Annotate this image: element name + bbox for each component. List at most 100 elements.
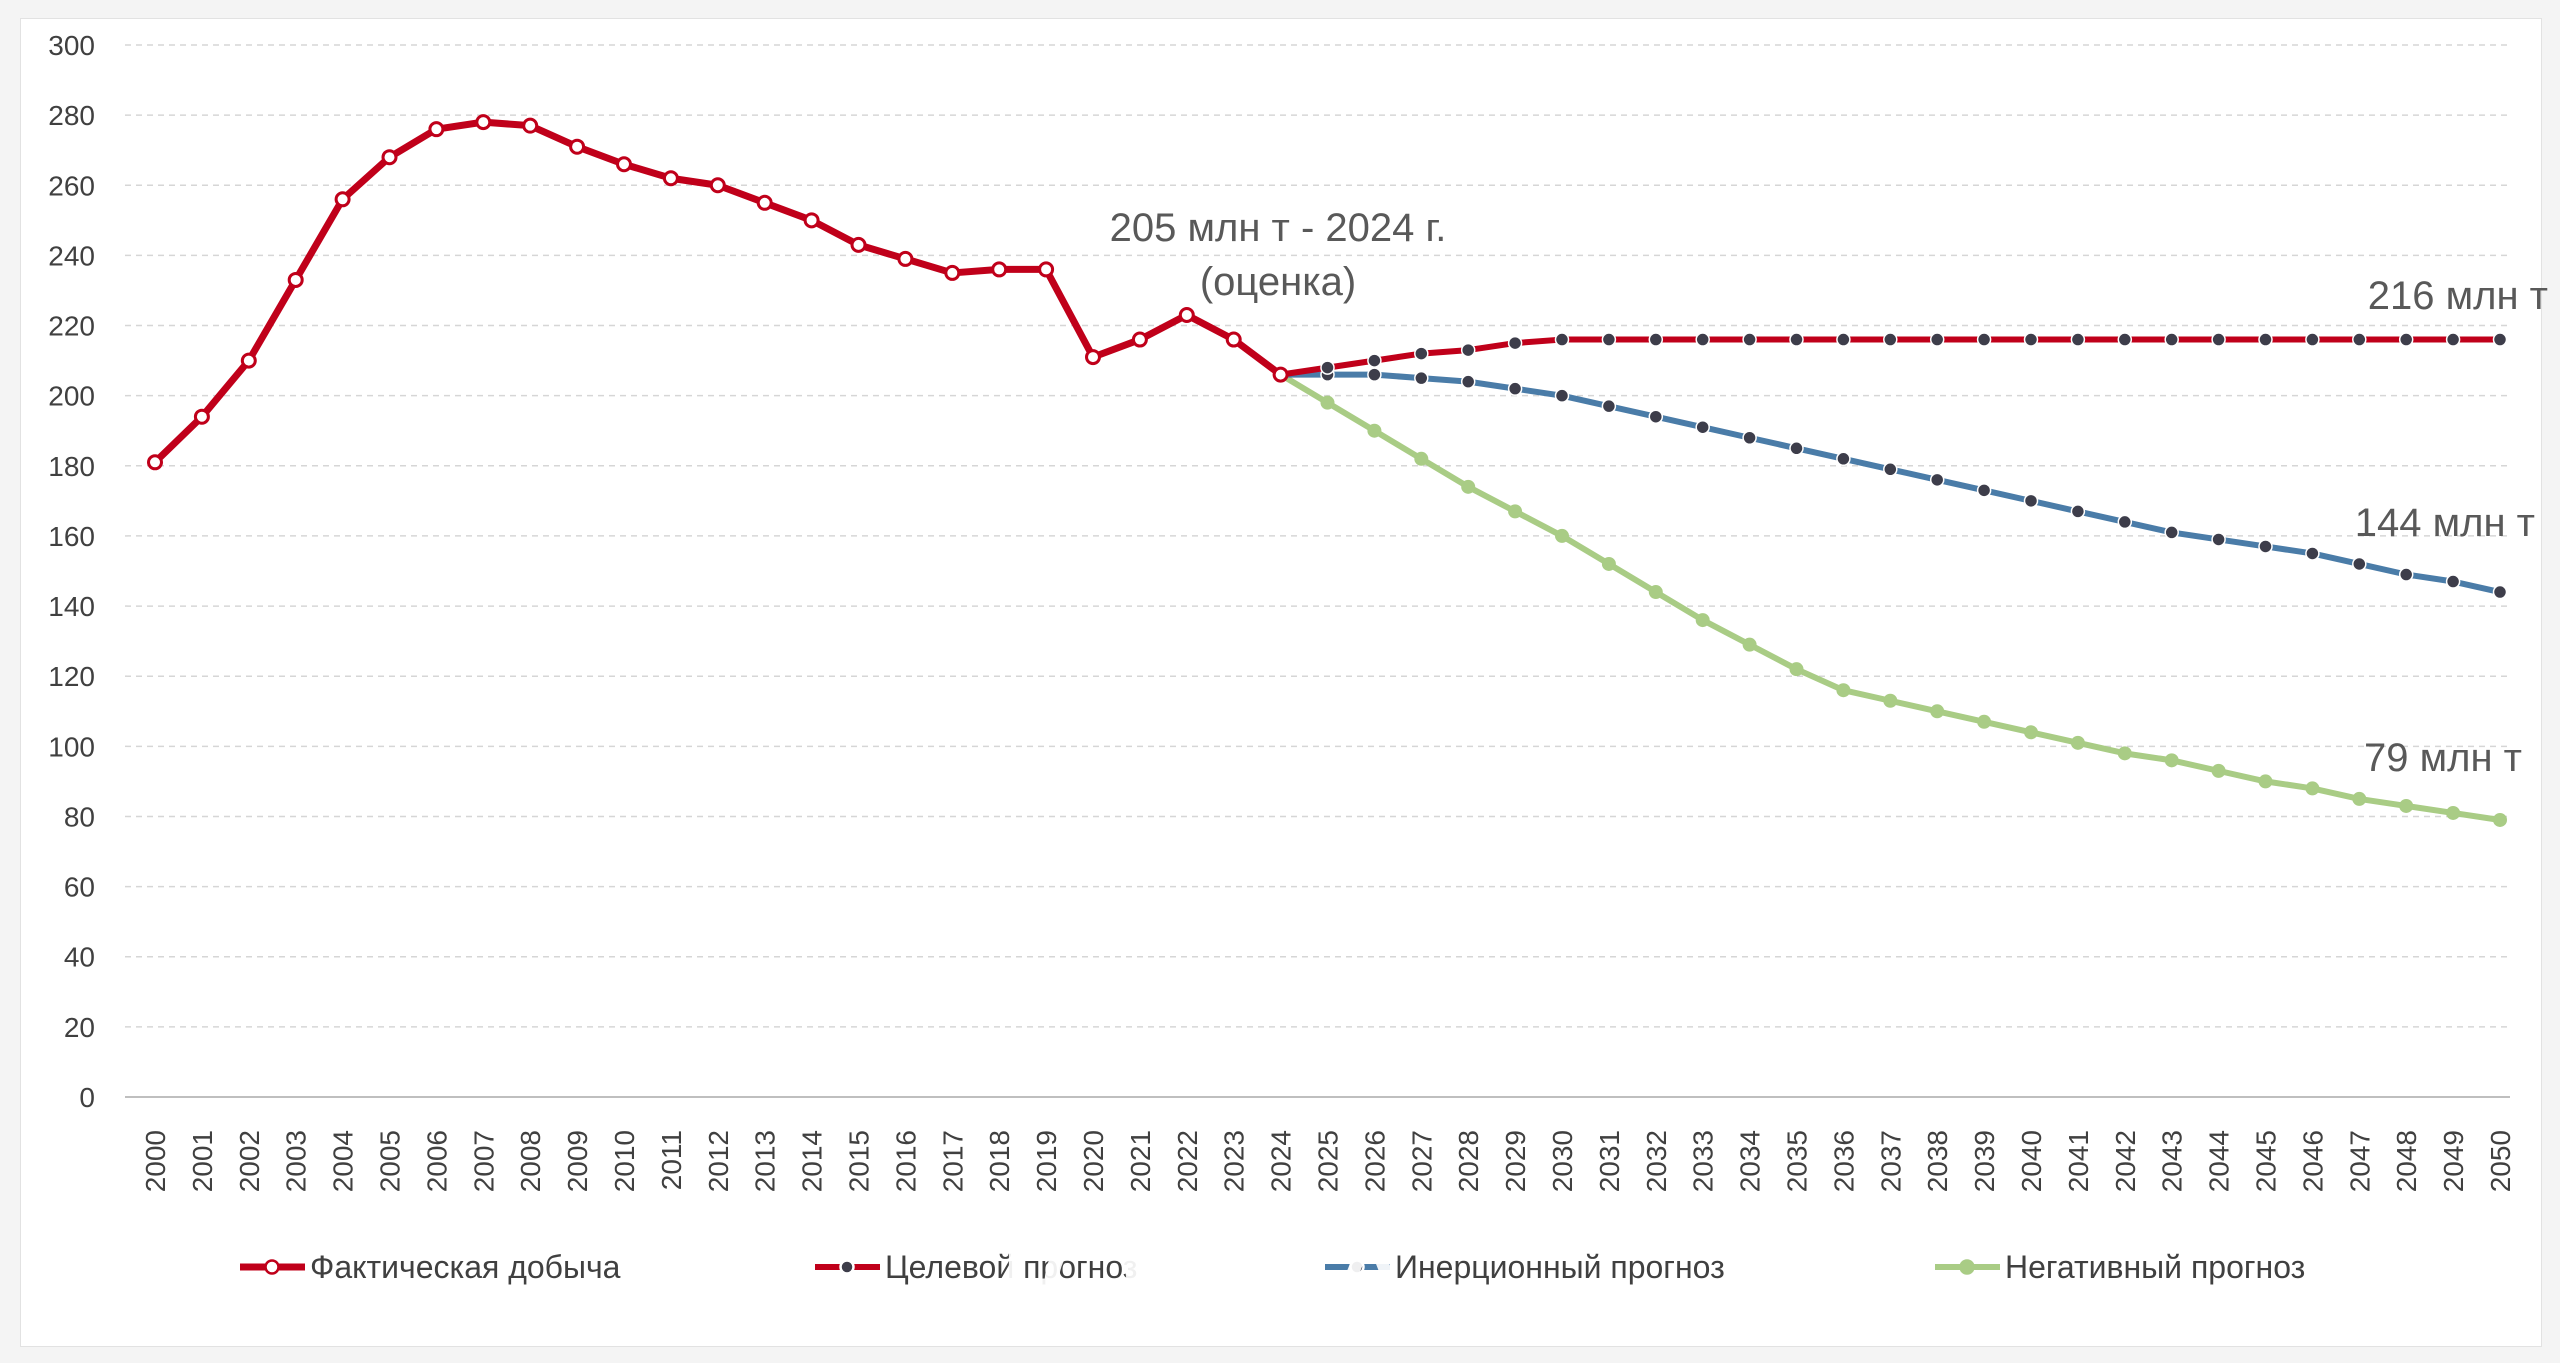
x-tick-label-2039: 2039 xyxy=(1969,1130,2000,1192)
series-0 xyxy=(147,114,1289,471)
legend-label-0: Фактическая добыча xyxy=(310,1249,621,1285)
data-point-0-2021 xyxy=(1131,331,1148,348)
annotation-estimate-line2: (оценка) xyxy=(1200,260,1356,304)
x-tick-label-2021: 2021 xyxy=(1125,1130,1156,1192)
data-point-2-2031 xyxy=(1601,398,1617,414)
x-tick-label-2002: 2002 xyxy=(234,1130,265,1192)
data-point-0-2015 xyxy=(850,236,867,253)
x-tick-label-2010: 2010 xyxy=(609,1130,640,1192)
y-tick-label-220: 220 xyxy=(48,311,95,342)
data-point-0-2001 xyxy=(193,408,210,425)
y-tick-label-280: 280 xyxy=(48,100,95,131)
x-tick-label-2047: 2047 xyxy=(2344,1130,2375,1192)
annotation-negative-end: 79 млн т xyxy=(2364,736,2522,780)
data-point-1-2035 xyxy=(1789,332,1804,347)
y-tick-label-300: 300 xyxy=(48,30,95,61)
legend-item-1: Целевой прогноз xyxy=(815,1249,1137,1285)
y-tick-label-80: 80 xyxy=(64,801,95,832)
data-point-3-2044 xyxy=(2211,763,2226,778)
data-point-0-2020 xyxy=(1085,349,1101,366)
legend-label-1: Целевой прогноз xyxy=(885,1249,1137,1285)
data-point-2-2026 xyxy=(1367,367,1382,382)
data-point-0-2000 xyxy=(147,454,163,471)
data-point-3-2030 xyxy=(1555,528,1569,543)
data-point-3-2040 xyxy=(2024,725,2038,740)
data-point-2-2030 xyxy=(1554,388,1570,403)
legend-item-3: Негативный прогноз xyxy=(1935,1249,2305,1285)
x-tick-label-2026: 2026 xyxy=(1359,1130,1390,1192)
data-point-1-2028 xyxy=(1460,342,1476,358)
data-point-0-2002 xyxy=(240,352,257,369)
x-tick-label-2036: 2036 xyxy=(1828,1130,1859,1192)
x-tick-label-2020: 2020 xyxy=(1078,1130,1109,1192)
x-tick-label-2009: 2009 xyxy=(562,1130,593,1192)
x-tick-label-2042: 2042 xyxy=(2110,1130,2141,1192)
x-tick-label-2003: 2003 xyxy=(281,1130,312,1192)
data-point-3-2047 xyxy=(2352,791,2367,806)
x-tick-label-2007: 2007 xyxy=(468,1130,499,1192)
data-point-1-2042 xyxy=(2117,332,2133,347)
data-point-1-2045 xyxy=(2258,332,2273,347)
legend-item-2: Инерционный прогноз xyxy=(1325,1249,1725,1285)
data-point-2-2029 xyxy=(1507,381,1523,396)
data-point-1-2040 xyxy=(2023,332,2039,347)
data-point-1-2034 xyxy=(1742,332,1757,347)
data-point-3-2038 xyxy=(1930,704,1945,719)
data-point-2-2042 xyxy=(2117,514,2133,530)
x-tick-label-2033: 2033 xyxy=(1688,1130,1719,1192)
x-tick-label-2000: 2000 xyxy=(140,1130,171,1192)
data-point-1-2041 xyxy=(2070,332,2086,347)
x-tick-label-2013: 2013 xyxy=(750,1130,781,1192)
legend-item-0: Фактическая добыча xyxy=(240,1249,621,1285)
data-point-3-2045 xyxy=(2258,774,2273,789)
data-point-3-2037 xyxy=(1883,693,1898,708)
data-point-1-2039 xyxy=(1976,332,1992,347)
data-point-1-2050 xyxy=(2492,332,2508,347)
data-point-1-2037 xyxy=(1883,332,1898,347)
data-point-1-2044 xyxy=(2211,332,2226,347)
data-point-2-2047 xyxy=(2352,556,2367,572)
annotation-target-end: 216 млн т xyxy=(2368,274,2548,318)
x-tick-label-2044: 2044 xyxy=(2204,1130,2235,1192)
data-point-3-2041 xyxy=(2070,735,2085,750)
y-tick-label-120: 120 xyxy=(48,661,95,692)
data-point-3-2033 xyxy=(1695,613,1710,628)
data-point-0-2019 xyxy=(1038,261,1055,278)
legend-marker-0 xyxy=(264,1259,280,1275)
data-point-3-2028 xyxy=(1461,479,1476,494)
data-point-1-2026 xyxy=(1367,353,1382,368)
data-point-3-2032 xyxy=(1648,585,1663,600)
x-tick-label-2005: 2005 xyxy=(375,1130,406,1192)
data-point-0-2010 xyxy=(616,156,632,173)
data-point-3-2025 xyxy=(1320,395,1335,410)
data-point-1-2030 xyxy=(1554,332,1570,347)
y-tick-label-60: 60 xyxy=(64,872,95,903)
y-tick-label-20: 20 xyxy=(64,1012,95,1043)
x-tick-label-2028: 2028 xyxy=(1453,1130,1484,1192)
x-tick-label-2015: 2015 xyxy=(844,1130,875,1192)
x-tick-label-2037: 2037 xyxy=(1875,1130,1906,1192)
x-tick-label-2043: 2043 xyxy=(2157,1130,2188,1192)
x-tick-label-2034: 2034 xyxy=(1735,1130,1766,1192)
x-tick-label-2011: 2011 xyxy=(656,1130,687,1190)
data-point-1-2036 xyxy=(1836,332,1851,347)
data-point-3-2036 xyxy=(1836,683,1851,698)
x-tick-label-2001: 2001 xyxy=(187,1130,218,1192)
x-tick-label-2019: 2019 xyxy=(1031,1130,1062,1192)
x-axis-ticks: 2000 2001 2002 2003 2004 2005 2006 2007 2008 2009… xyxy=(140,1130,2516,1192)
data-point-3-2042 xyxy=(2117,746,2132,761)
gridlines xyxy=(125,44,2510,1098)
x-tick-label-2006: 2006 xyxy=(421,1130,452,1192)
data-point-2-2049 xyxy=(2445,574,2461,589)
x-tick-label-2045: 2045 xyxy=(2251,1130,2282,1192)
data-point-0-2005 xyxy=(381,149,398,166)
data-point-2-2041 xyxy=(2070,504,2086,519)
x-tick-label-2014: 2014 xyxy=(797,1130,828,1192)
data-point-1-2032 xyxy=(1648,332,1664,347)
x-tick-label-2024: 2024 xyxy=(1266,1130,1297,1192)
x-tick-label-2027: 2027 xyxy=(1406,1130,1437,1192)
series-line-0 xyxy=(151,118,1285,466)
x-tick-label-2008: 2008 xyxy=(515,1130,546,1192)
data-point-1-2048 xyxy=(2398,332,2414,347)
